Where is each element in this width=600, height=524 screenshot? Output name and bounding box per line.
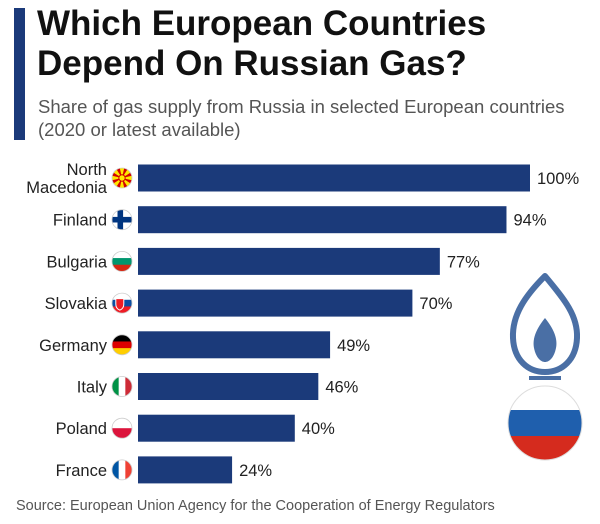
bar-chart: North Macedonia 100% Finland 94% Bulgaria 77% S… (26, 161, 583, 484)
source-note: Source: European Union Agency for the Co… (16, 498, 495, 514)
data-label: 46% (325, 379, 358, 397)
bar-row: Finland 94% (53, 206, 547, 234)
gas-flame-icon (509, 273, 581, 380)
russian-flag-icon (507, 385, 583, 461)
bulgaria-flag-icon (111, 250, 133, 272)
bars-layer: North Macedonia 100% Finland 94% Bulgaria 77% S… (26, 161, 580, 484)
data-label: 77% (447, 253, 480, 271)
bar (138, 206, 507, 234)
category-label: France (56, 462, 107, 480)
bar-row: France 24% (56, 456, 272, 484)
bar-row: Bulgaria 77% (46, 247, 480, 275)
finland-flag-icon (111, 209, 133, 231)
italy-flag-icon (111, 376, 133, 397)
category-label: Bulgaria (46, 253, 107, 271)
data-label: 70% (419, 295, 452, 313)
france-flag-icon (111, 459, 133, 481)
category-label: Germany (39, 337, 108, 355)
bar (138, 164, 530, 192)
data-label: 100% (537, 170, 580, 188)
chart-title: Which European Countries Depend On Russi… (37, 4, 487, 83)
north-macedonia-flag-icon (111, 167, 133, 189)
data-label: 24% (239, 462, 272, 480)
title-accent-bar (14, 8, 25, 140)
category-label: Poland (56, 420, 107, 438)
bar-row: Poland 40% (56, 414, 335, 442)
category-label: Slovakia (45, 295, 108, 313)
germany-flag-icon (111, 334, 133, 356)
bar (138, 373, 319, 400)
bar (138, 289, 413, 317)
poland-flag-icon (111, 417, 133, 439)
bar-row: Italy 46% (77, 373, 359, 400)
bar (138, 456, 233, 484)
bar (138, 414, 295, 442)
bar-row: North Macedonia 100% (26, 161, 579, 197)
category-label: Italy (77, 379, 108, 397)
bar (138, 247, 440, 275)
bar-row: Germany 49% (39, 331, 370, 359)
category-label: North Macedonia (26, 161, 108, 197)
slovakia-flag-icon (111, 292, 133, 314)
data-label: 40% (302, 420, 335, 438)
category-label: Finland (53, 212, 107, 230)
bar-row: Slovakia 70% (45, 289, 453, 317)
data-label: 49% (337, 337, 370, 355)
bar (138, 331, 331, 359)
data-label: 94% (513, 212, 546, 230)
chart-subtitle: Share of gas supply from Russia in selec… (38, 96, 565, 140)
